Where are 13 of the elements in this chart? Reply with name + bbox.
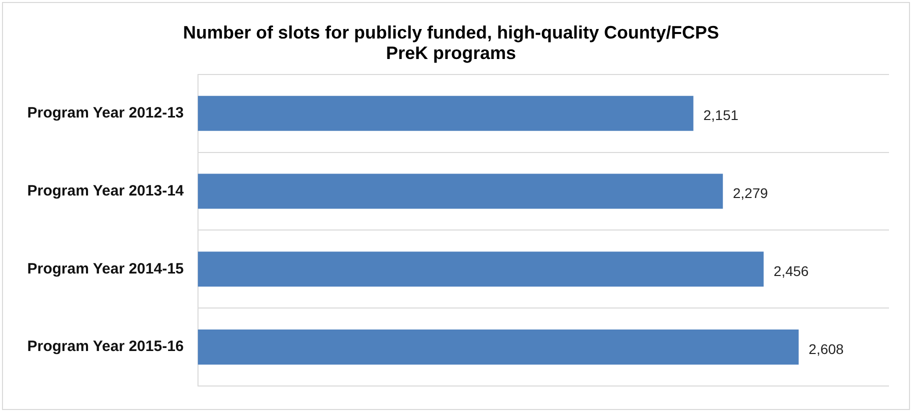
data-label: 2,456 xyxy=(774,263,809,280)
bar xyxy=(198,96,694,131)
bar xyxy=(198,330,799,365)
chart-title: Number of slots for publicly funded, high-quality County/FCPS PreK programs xyxy=(183,22,719,64)
data-label: 2,279 xyxy=(732,185,768,202)
bar xyxy=(198,174,723,209)
data-label: 2,151 xyxy=(703,107,739,124)
bar xyxy=(198,252,764,287)
data-label: 2,608 xyxy=(808,340,844,357)
y-tick-label: Program Year 2012-13 xyxy=(27,104,184,122)
y-tick-label: Program Year 2013-14 xyxy=(27,182,184,200)
y-tick-label: Program Year 2014-15 xyxy=(27,260,184,278)
y-tick-label: Program Year 2015-16 xyxy=(27,338,184,356)
